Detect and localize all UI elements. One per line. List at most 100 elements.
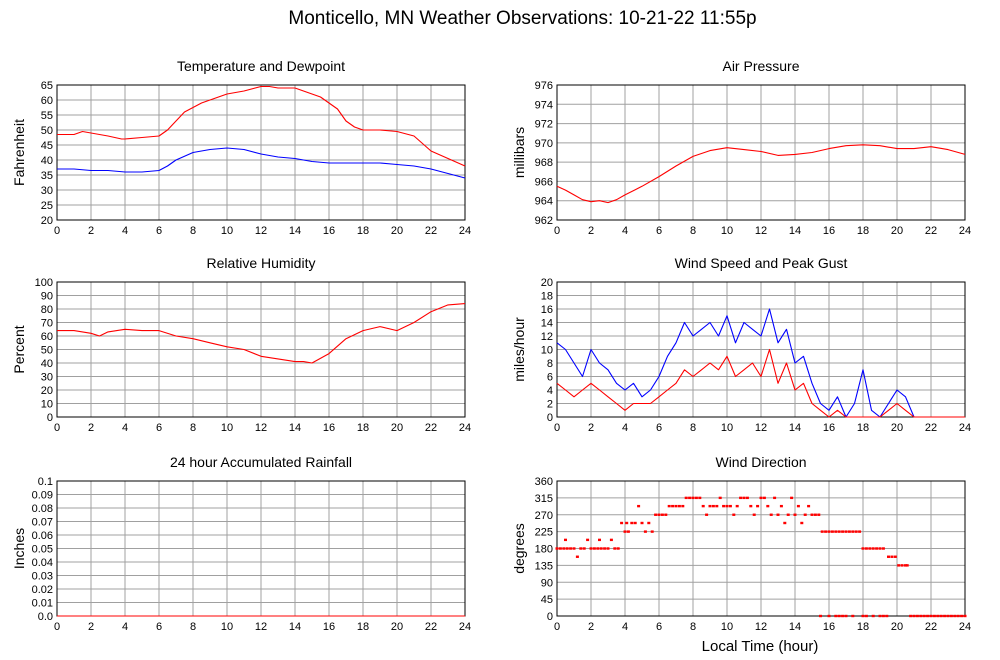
direction-point [711, 504, 715, 508]
direction-point [586, 538, 590, 542]
temp-x-tick-label: 18 [357, 225, 369, 237]
direction-point [596, 547, 600, 550]
direction-point [915, 614, 919, 618]
direction-point [861, 547, 865, 550]
direction-point [834, 530, 838, 533]
rain-y-tick-label: 0.02 [32, 584, 53, 596]
direction-point [904, 564, 907, 567]
direction-point [715, 504, 719, 508]
direction-point [912, 614, 916, 618]
rain-y-tick-label: 0.06 [32, 530, 53, 542]
direction-point [858, 530, 862, 533]
direction-point [926, 614, 930, 618]
direction-point [871, 547, 875, 550]
direction-point [609, 538, 613, 542]
direction-point [897, 564, 901, 567]
direction-point [875, 547, 879, 550]
temp-x-tick-label: 8 [190, 225, 196, 237]
temp-x-tick-label: 2 [88, 225, 94, 237]
pressure-y-tick-label: 966 [535, 176, 553, 188]
direction-point [603, 547, 607, 550]
direction-point [647, 521, 651, 525]
direction-point [613, 547, 617, 550]
temp-y-tick-label: 45 [41, 140, 53, 152]
rain-x-tick-label: 24 [459, 621, 471, 633]
direction-point [885, 614, 889, 618]
humidity-y-tick-label: 0 [47, 412, 53, 424]
wind-chart: 0 2 4 6 8 10 12 14 16 18 20 22 2402468101214161820Wi… [511, 255, 971, 434]
humidity-x-tick-label: 8 [190, 422, 196, 434]
wind-x-tick-label: 10 [721, 422, 733, 434]
rain-y-tick-label: 0.09 [32, 490, 53, 502]
humidity-y-tick-label: 50 [41, 345, 53, 357]
wind-x-tick-label: 0 [554, 422, 560, 434]
direction-point [881, 547, 885, 550]
direction-point [745, 496, 749, 500]
direction-point [708, 504, 712, 508]
pressure-y-tick-label: 968 [535, 157, 553, 169]
direction-point [807, 504, 811, 508]
temp-x-tick-label: 10 [221, 225, 233, 237]
direction-point [732, 513, 736, 516]
direction-point [847, 530, 851, 533]
direction-x-tick-label: 24 [959, 621, 971, 633]
pressure-y-tick-label: 970 [535, 138, 553, 150]
direction-x-tick-label: 12 [755, 621, 767, 633]
direction-y-tick-label: 180 [535, 544, 553, 556]
wind-y-tick-label: 20 [541, 277, 553, 289]
humidity-y-tick-label: 20 [41, 385, 53, 397]
direction-y-axis-label: degrees [511, 523, 527, 574]
wind-series-line-1 [556, 348, 965, 418]
rain-x-tick-label: 20 [391, 621, 403, 633]
wind-x-tick-label: 14 [789, 422, 801, 434]
direction-point [640, 521, 644, 525]
direction-chart: 0 2 4 6 8 10 12 14 16 18 20 22 240459013518022527031… [511, 454, 971, 633]
direction-x-tick-label: 2 [588, 621, 594, 633]
wind-x-tick-label: 6 [656, 422, 662, 434]
direction-point [864, 614, 868, 618]
wind-x-tick-label: 2 [588, 422, 594, 434]
wind-y-tick-label: 2 [547, 399, 553, 411]
direction-point [900, 564, 904, 567]
direction-point [606, 547, 610, 550]
rain-y-axis-label: Inches [11, 528, 27, 569]
direction-point [790, 496, 794, 500]
direction-point [620, 521, 624, 525]
humidity-x-tick-label: 12 [255, 422, 267, 434]
direction-point [756, 504, 760, 508]
temp-x-tick-label: 24 [459, 225, 471, 237]
direction-point [922, 614, 926, 618]
direction-point [766, 504, 770, 508]
temp-y-tick-label: 25 [41, 200, 53, 212]
rain-y-tick-label: 0.01 [32, 598, 53, 610]
wind-x-tick-label: 16 [823, 422, 835, 434]
rain-y-tick-label: 0.08 [32, 503, 53, 515]
rain-y-tick-label: 0.03 [32, 571, 53, 583]
direction-point [691, 496, 695, 500]
direction-point [598, 538, 601, 542]
wind-x-tick-label: 20 [891, 422, 903, 434]
direction-point [725, 504, 729, 508]
direction-point [718, 496, 722, 500]
direction-point [575, 555, 579, 558]
humidity-x-tick-label: 6 [156, 422, 162, 434]
direction-point [956, 614, 960, 618]
direction-point [890, 555, 894, 558]
temp-frame [56, 84, 466, 221]
direction-x-tick-label: 4 [622, 621, 628, 633]
temp-x-tick-label: 20 [391, 225, 403, 237]
temp-y-tick-label: 30 [41, 185, 53, 197]
wind-y-tick-label: 18 [541, 291, 553, 303]
direction-point [793, 513, 797, 516]
direction-point [830, 530, 834, 533]
direction-point [722, 504, 726, 508]
temp-x-tick-label: 12 [255, 225, 267, 237]
direction-point [844, 530, 848, 533]
humidity-y-tick-label: 10 [41, 399, 53, 411]
humidity-x-tick-label: 24 [459, 422, 471, 434]
pressure-y-tick-label: 972 [535, 119, 553, 131]
direction-point [562, 547, 566, 550]
direction-point [824, 530, 828, 533]
pressure-series-line-0 [556, 144, 966, 204]
temp-x-tick-label: 22 [425, 225, 437, 237]
